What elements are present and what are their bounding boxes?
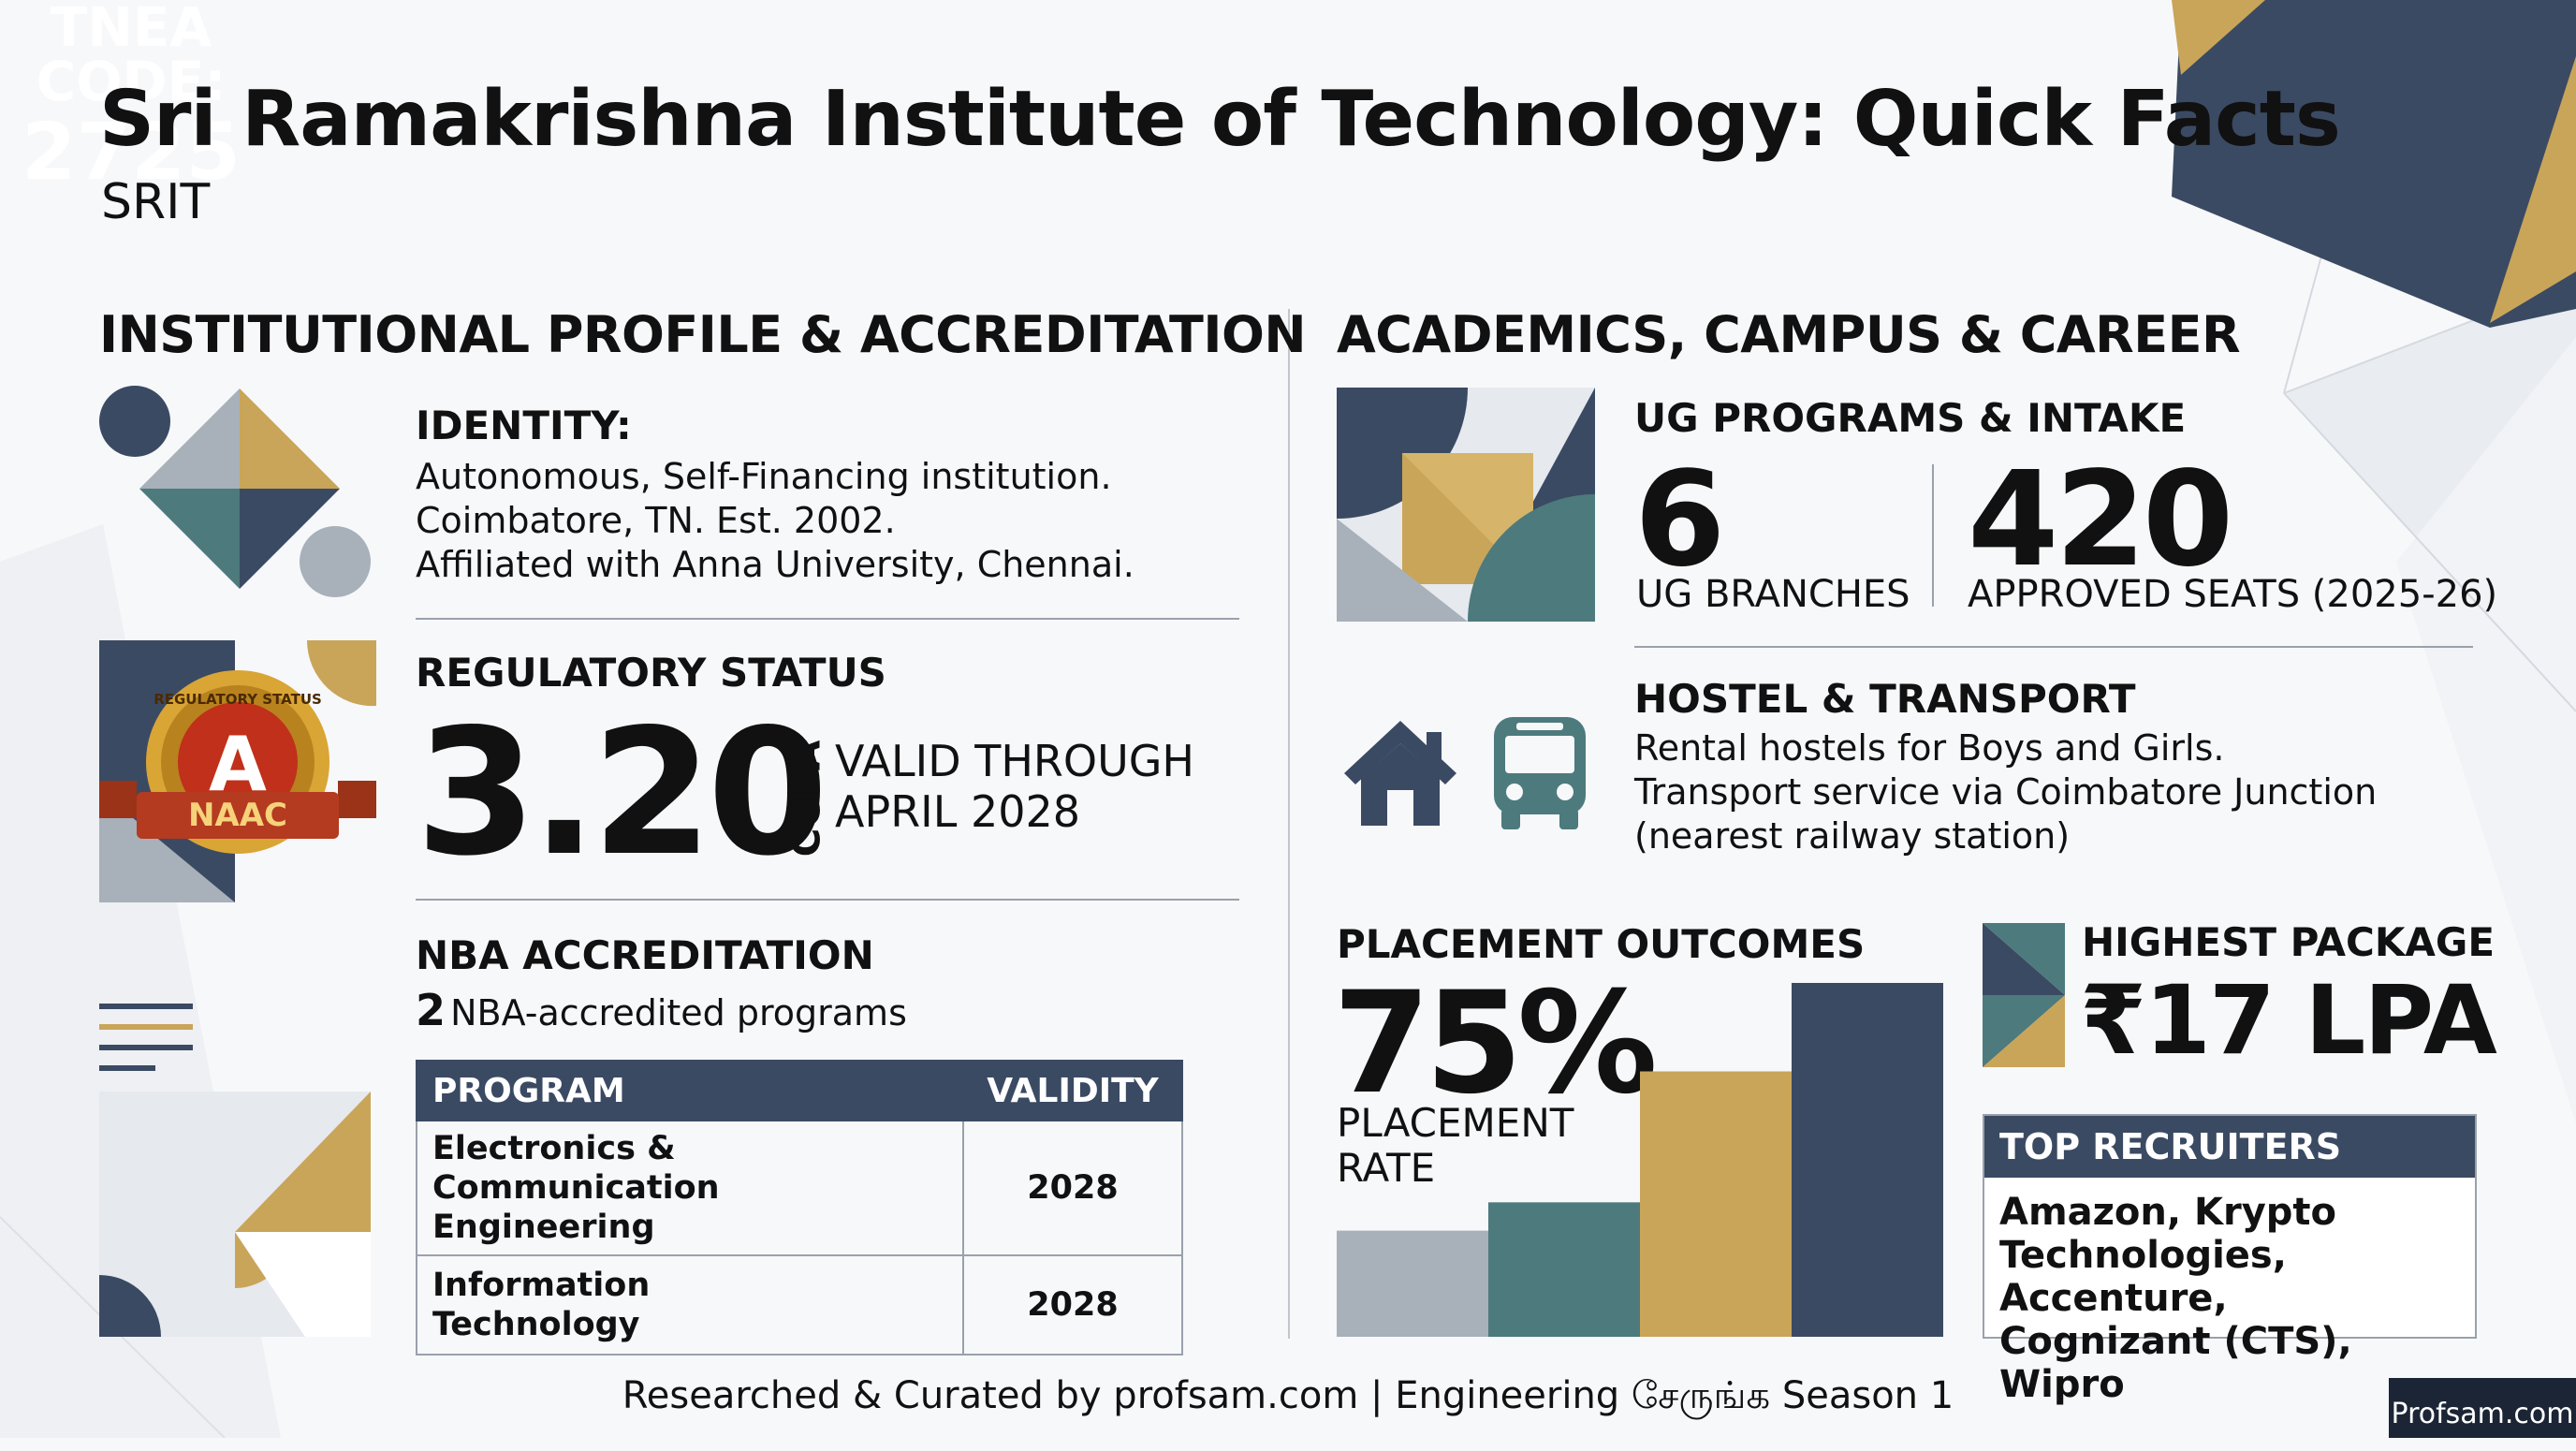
ug-branches-label: UG BRANCHES [1636,573,1910,616]
regulatory-label: REGULATORY STATUS [416,650,886,696]
package-geometric-icon [1983,923,2065,1067]
house-icon [1344,721,1456,826]
tnea-label: TNEA [50,0,212,59]
ug-programs-geometric-icon [1337,388,1595,622]
column-divider [1288,309,1290,1339]
left-section-heading: INSTITUTIONAL PROFILE & ACCREDITATION [99,305,1307,364]
nba-count: 2 [416,985,446,1035]
program-name-line: Technology [432,1306,640,1343]
divider [1932,464,1934,607]
cgpa-label-wrap: CGPA [783,738,829,859]
top-recruiters-list: Amazon, Krypto Technologies, Accenture, … [1984,1178,2475,1419]
approved-seats-value: 420 [1968,444,2233,596]
tnea-code-block: TNEA CODE: 2725 [0,0,262,191]
recruiter-line: Amazon, Krypto [1999,1191,2337,1234]
validity-cell: 2028 [962,1254,1183,1356]
placement-label: PLACEMENT OUTCOMES [1337,921,1866,967]
placement-bar [1488,1202,1640,1337]
naac-badge-icon: A REGULATORY STATUS NAAC [99,640,376,902]
hostel-line: (nearest railway station) [1634,815,2071,857]
program-name-line: Communication Engineering [432,1169,720,1246]
divider [1634,646,2473,648]
placement-rate-label: PLACEMENT RATE [1337,1101,1573,1191]
recruiter-line: Technologies, Accenture, [1999,1234,2287,1320]
hostel-line: Transport service via Coimbatore Junctio… [1634,771,2378,813]
placement-rate-value: 75% [1333,962,1658,1125]
recruiter-line: Cognizant (CTS), Wipro [1999,1320,2352,1406]
table-header-validity: VALIDITY [962,1060,1183,1121]
hostel-transport-label: HOSTEL & TRANSPORT [1634,676,2136,722]
valid-line: VALID THROUGH [835,736,1194,786]
nba-count-text: NBA-accredited programs [450,992,907,1033]
divider [416,618,1239,620]
cgpa-label: CGPA [783,740,829,857]
placement-bar [1337,1230,1488,1337]
placement-bars [1337,983,1943,1337]
nba-table: PROGRAM VALIDITY Electronics & Communica… [416,1060,1183,1356]
identity-geometric-icon [99,386,371,597]
identity-line: Affiliated with Anna University, Chennai… [416,544,1134,585]
footer-credit: Researched & Curated by profsam.com | En… [622,1374,1954,1417]
table-row: Electronics & Communication Engineering … [416,1120,1183,1256]
valid-through: VALID THROUGH APRIL 2028 [835,736,1194,837]
naac-arc-text: REGULATORY STATUS [154,691,322,708]
top-recruiters-label: TOP RECRUITERS [1984,1116,2475,1178]
tnea-code-value: 2725 [22,106,241,198]
valid-line: APRIL 2028 [835,786,1081,837]
program-cell: Electronics & Communication Engineering [416,1120,964,1256]
identity-line: Autonomous, Self-Financing institution. [416,456,1112,497]
hostel-transport-text: Rental hostels for Boys and Girls. Trans… [1634,726,2377,858]
naac-ribbon-label: NAAC [188,797,287,834]
program-name-line: Information [432,1267,651,1304]
list-lines-icon [99,1004,193,1071]
table-row: Information Technology 2028 [416,1254,1183,1356]
identity-text: Autonomous, Self-Financing institution. … [416,455,1134,587]
program-name-line: Electronics & [432,1130,676,1167]
hostel-line: Rental hostels for Boys and Girls. [1634,727,2225,769]
identity-label: IDENTITY: [416,403,632,448]
table-header-row: PROGRAM VALIDITY [416,1060,1183,1121]
ug-branches-value: 6 [1634,444,1725,596]
table-header-program: PROGRAM [416,1060,964,1121]
approved-seats-label: APPROVED SEATS (2025-26) [1968,573,2498,616]
placement-bar [1792,983,1943,1337]
bus-icon [1494,717,1586,829]
tnea-code-label: CODE: [36,50,227,113]
placement-rate-line: PLACEMENT [1337,1100,1574,1146]
cgpa-value: 3.20 [416,691,828,894]
top-recruiters-box: TOP RECRUITERS Amazon, Krypto Technologi… [1983,1114,2477,1406]
validity-cell: 2028 [962,1120,1183,1256]
placement-bar [1640,1071,1792,1337]
placement-rate-line: RATE [1337,1145,1436,1191]
highest-package-value: ₹17 LPA [2080,965,2497,1077]
bottom-left-geometric-icon [99,1092,371,1337]
identity-line: Coimbatore, TN. Est. 2002. [416,500,896,541]
ug-programs-label: UG PROGRAMS & INTAKE [1634,395,2187,441]
highest-package-label: HIGHEST PACKAGE [2082,919,2496,965]
page-subtitle: SRIT [101,174,211,230]
nba-count-line: 2 NBA-accredited programs [416,985,907,1035]
profsam-logo: Profsam.com [2389,1378,2576,1438]
page-title: Sri Ramakrishna Institute of Technology:… [99,75,2341,164]
divider [416,899,1239,901]
nba-label: NBA ACCREDITATION [416,932,874,978]
right-section-heading: ACADEMICS, CAMPUS & CAREER [1337,305,2241,364]
program-cell: Information Technology [416,1254,964,1356]
